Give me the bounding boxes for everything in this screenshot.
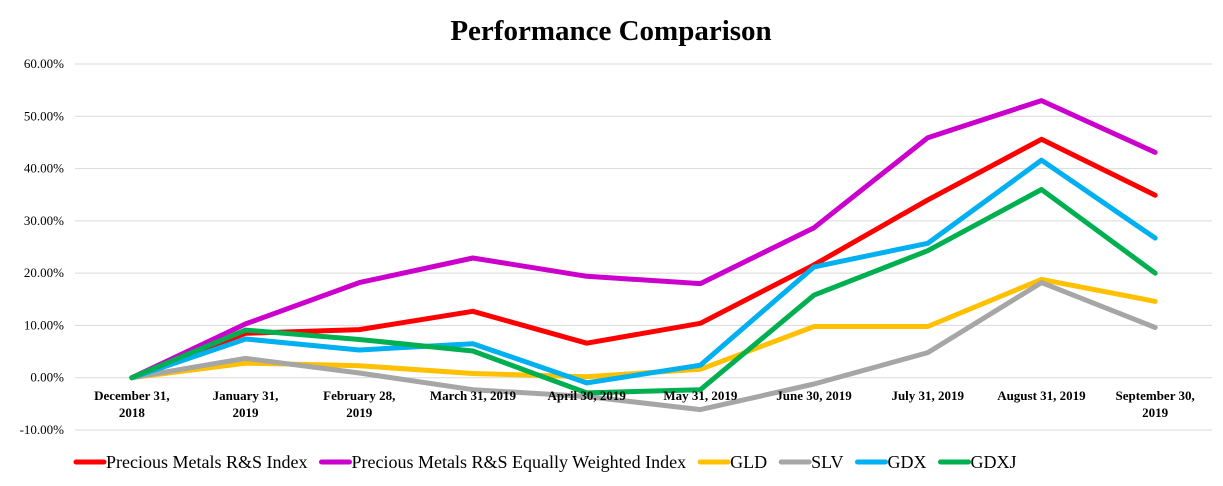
x-category-label: May 31, 2019 bbox=[663, 388, 738, 403]
x-category-label: August 31, 2019 bbox=[997, 388, 1086, 403]
y-tick-label: 10.00% bbox=[24, 317, 64, 332]
series-line-precious-metals-r-s-equally-weighted-index bbox=[129, 98, 1158, 381]
x-category-label-line: 2019 bbox=[346, 405, 373, 420]
y-tick-label: 50.00% bbox=[24, 108, 64, 123]
legend-label: GDXJ bbox=[971, 452, 1017, 472]
x-category-label: March 31, 2019 bbox=[430, 388, 517, 403]
x-category-label: December 31, 2018 bbox=[94, 388, 170, 420]
y-tick-label: 40.00% bbox=[24, 161, 64, 176]
x-category-label-line: February 28, bbox=[323, 388, 395, 403]
legend-label: GLD bbox=[730, 452, 767, 472]
legend: Precious Metals R&S Index Precious Metals… bbox=[73, 452, 1017, 472]
series-line-slv bbox=[129, 280, 1158, 413]
x-category-label-line: 2019 bbox=[233, 405, 260, 420]
x-category-label-line: August 31, 2019 bbox=[997, 388, 1086, 403]
y-tick-label: 20.00% bbox=[24, 265, 64, 280]
x-category-label: June 30, 2019 bbox=[776, 388, 852, 403]
x-category-label: February 28, 2019 bbox=[323, 388, 395, 420]
x-category-label: September 30, 2019 bbox=[1116, 388, 1195, 420]
series-lines bbox=[129, 98, 1158, 413]
x-category-label-line: December 31, bbox=[94, 388, 170, 403]
chart-title: Performance Comparison bbox=[450, 15, 771, 47]
y-tick-label: -10.00% bbox=[20, 422, 65, 437]
legend-label: GDX bbox=[888, 452, 927, 472]
legend-label: SLV bbox=[811, 452, 843, 472]
x-category-label: January 31, 2019 bbox=[213, 388, 279, 420]
gridlines bbox=[75, 63, 1212, 431]
legend-label: Precious Metals R&S Index bbox=[106, 452, 307, 472]
legend-label: Precious Metals R&S Equally Weighted Ind… bbox=[351, 452, 686, 472]
y-tick-label: 0.00% bbox=[30, 370, 64, 385]
series-line-gdxj bbox=[129, 187, 1158, 396]
x-category-label-line: July 31, 2019 bbox=[891, 388, 964, 403]
series-line-gdx bbox=[129, 157, 1158, 386]
y-axis-tick-labels: -10.00% 0.00% 10.00% 20.00% 30.00% 40.00% 50.0… bbox=[20, 56, 65, 437]
x-category-label: April 30, 2019 bbox=[547, 388, 626, 403]
x-category-label-line: March 31, 2019 bbox=[430, 388, 517, 403]
x-category-label-line: January 31, bbox=[213, 388, 279, 403]
x-category-label: July 31, 2019 bbox=[891, 388, 964, 403]
x-category-label-line: June 30, 2019 bbox=[776, 388, 852, 403]
x-category-label-line: April 30, 2019 bbox=[547, 388, 626, 403]
x-category-label-line: 2019 bbox=[1142, 405, 1169, 420]
y-tick-label: 30.00% bbox=[24, 213, 64, 228]
x-category-label-line: 2018 bbox=[119, 405, 146, 420]
y-tick-label: 60.00% bbox=[24, 56, 64, 71]
x-category-label-line: May 31, 2019 bbox=[663, 388, 738, 403]
series-line-precious-metals-r-s-index bbox=[129, 136, 1158, 381]
x-category-label-line: September 30, bbox=[1116, 388, 1195, 403]
